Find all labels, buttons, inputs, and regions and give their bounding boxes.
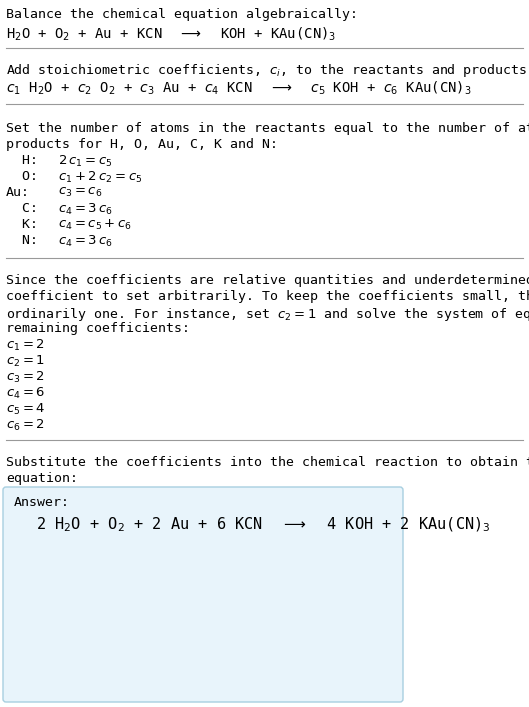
Text: $c_1 + 2\,c_2 = c_5$: $c_1 + 2\,c_2 = c_5$ (58, 170, 142, 185)
Text: $c_3 = c_6$: $c_3 = c_6$ (58, 186, 102, 199)
Text: Add stoichiometric coefficients, $c_i$, to the reactants and products:: Add stoichiometric coefficients, $c_i$, … (6, 62, 529, 79)
Text: C:: C: (6, 202, 38, 215)
Text: $2\,c_1 = c_5$: $2\,c_1 = c_5$ (58, 154, 113, 169)
Text: equation:: equation: (6, 472, 78, 485)
Text: N:: N: (6, 234, 38, 247)
Text: ordinarily one. For instance, set $c_2 = 1$ and solve the system of equations fo: ordinarily one. For instance, set $c_2 =… (6, 306, 529, 323)
Text: H$_2$O + O$_2$ + Au + KCN  $\longrightarrow$  KOH + KAu(CN)$_3$: H$_2$O + O$_2$ + Au + KCN $\longrightarr… (6, 26, 336, 43)
Text: Set the number of atoms in the reactants equal to the number of atoms in the: Set the number of atoms in the reactants… (6, 122, 529, 135)
Text: $c_1$ H$_2$O + $c_2$ O$_2$ + $c_3$ Au + $c_4$ KCN  $\longrightarrow$  $c_5$ KOH : $c_1$ H$_2$O + $c_2$ O$_2$ + $c_3$ Au + … (6, 80, 472, 98)
FancyBboxPatch shape (3, 487, 403, 702)
Text: O:: O: (6, 170, 38, 183)
Text: $c_4 = c_5 + c_6$: $c_4 = c_5 + c_6$ (58, 218, 132, 232)
Text: $c_2 = 1$: $c_2 = 1$ (6, 354, 45, 369)
Text: products for H, O, Au, C, K and N:: products for H, O, Au, C, K and N: (6, 138, 278, 151)
Text: H:: H: (6, 154, 38, 167)
Text: $c_5 = 4$: $c_5 = 4$ (6, 402, 45, 417)
Text: $c_4 = 3\,c_6$: $c_4 = 3\,c_6$ (58, 234, 113, 249)
Text: K:: K: (6, 218, 38, 231)
Text: $c_1 = 2$: $c_1 = 2$ (6, 338, 45, 353)
Text: $c_3 = 2$: $c_3 = 2$ (6, 370, 45, 385)
Text: remaining coefficients:: remaining coefficients: (6, 322, 190, 335)
Text: coefficient to set arbitrarily. To keep the coefficients small, the arbitrary va: coefficient to set arbitrarily. To keep … (6, 290, 529, 303)
Text: Since the coefficients are relative quantities and underdetermined, choose a: Since the coefficients are relative quan… (6, 274, 529, 287)
Text: $c_6 = 2$: $c_6 = 2$ (6, 418, 45, 433)
Text: 2 H$_2$O + O$_2$ + 2 Au + 6 KCN  $\longrightarrow$  4 KOH + 2 KAu(CN)$_3$: 2 H$_2$O + O$_2$ + 2 Au + 6 KCN $\longri… (36, 516, 490, 534)
Text: $c_4 = 6$: $c_4 = 6$ (6, 386, 45, 401)
Text: Au:: Au: (6, 186, 30, 199)
Text: $c_4 = 3\,c_6$: $c_4 = 3\,c_6$ (58, 202, 113, 217)
Text: Substitute the coefficients into the chemical reaction to obtain the balanced: Substitute the coefficients into the che… (6, 456, 529, 469)
Text: Answer:: Answer: (14, 496, 70, 509)
Text: Balance the chemical equation algebraically:: Balance the chemical equation algebraica… (6, 8, 358, 21)
